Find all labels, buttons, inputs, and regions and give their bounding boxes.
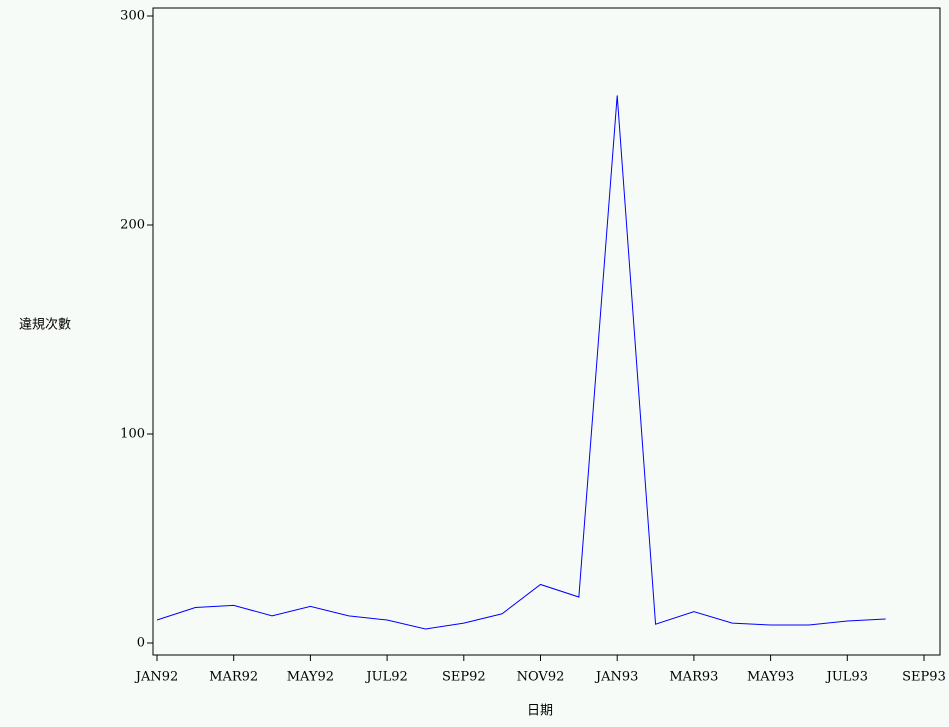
y-tick-label: 0: [137, 636, 145, 651]
x-tick-label: SEP92: [442, 670, 486, 685]
x-tick-label: JAN93: [594, 670, 639, 685]
x-tick-label: SEP93: [902, 670, 946, 685]
x-tick-label: MAY93: [747, 670, 794, 685]
x-tick-label: JUL93: [825, 670, 868, 685]
y-tick-label: 300: [120, 9, 145, 24]
data-line: [156, 95, 886, 630]
x-tick-label: MAY92: [287, 670, 334, 685]
y-axis-label: 違規次數: [19, 317, 71, 333]
plot-frame: [152, 7, 941, 656]
x-tick-label: NOV92: [517, 670, 565, 685]
x-axis-label: 日期: [527, 704, 553, 719]
x-tick-label: JUL92: [364, 670, 407, 685]
x-tick-label: MAR92: [209, 670, 258, 685]
x-tick-label: JAN92: [134, 670, 179, 685]
y-tick-label: 200: [120, 218, 145, 233]
x-tick-label: MAR93: [669, 670, 718, 685]
y-tick-label: 100: [120, 427, 145, 442]
